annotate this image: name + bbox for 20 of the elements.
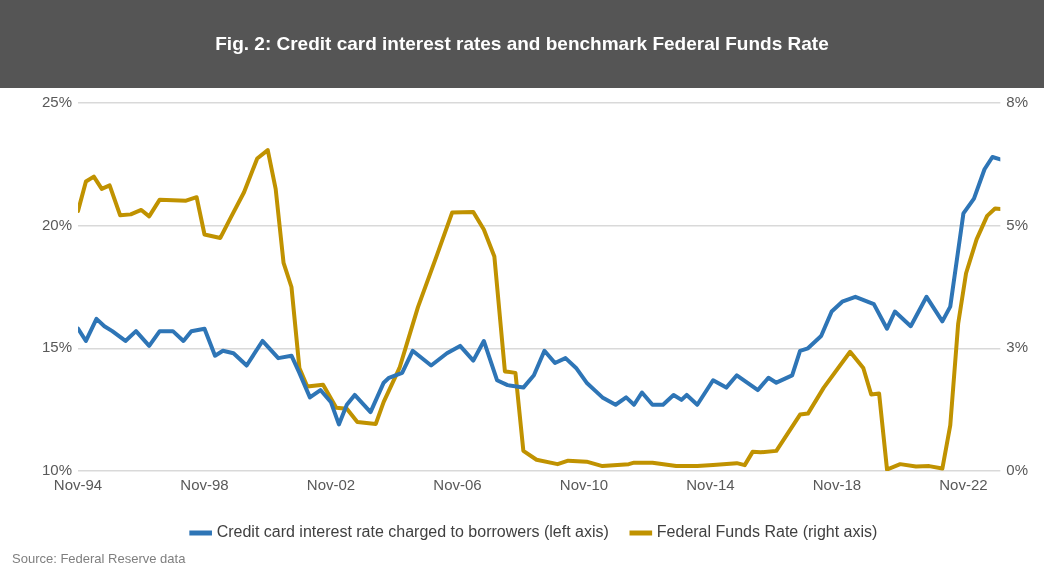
x-tick-label: Nov-22 (939, 476, 988, 494)
y2-tick-label: 5% (1006, 215, 1029, 233)
x-tick-label: Nov-06 (433, 476, 482, 494)
legend-label: Credit card interest rate charged to borrowers (left axis) (216, 523, 609, 541)
y-tick-label: 20% (41, 215, 73, 233)
x-tick-label: Nov-02 (306, 476, 356, 494)
source-note: Source: Federal Reserve data (12, 551, 187, 566)
chart-title: Fig. 2: Credit card interest rates and benchmark Federal Funds Rate (0, 0, 1044, 88)
x-tick-label: Nov-18 (812, 476, 862, 494)
x-tick-label: Nov-14 (686, 476, 735, 494)
y2-tick-label: 8% (1006, 93, 1029, 111)
y2-tick-label: 3% (1006, 338, 1029, 356)
x-tick-label: Nov-98 (180, 476, 229, 494)
y-tick-label: 10% (41, 461, 73, 479)
x-tick-label: Nov-94 (53, 476, 103, 494)
y2-tick-label: 0% (1006, 461, 1029, 479)
legend-label: Federal Funds Rate (right axis) (656, 523, 878, 541)
y-tick-label: 15% (41, 338, 73, 356)
y-tick-label: 25% (41, 93, 73, 111)
x-tick-label: Nov-10 (559, 476, 609, 494)
